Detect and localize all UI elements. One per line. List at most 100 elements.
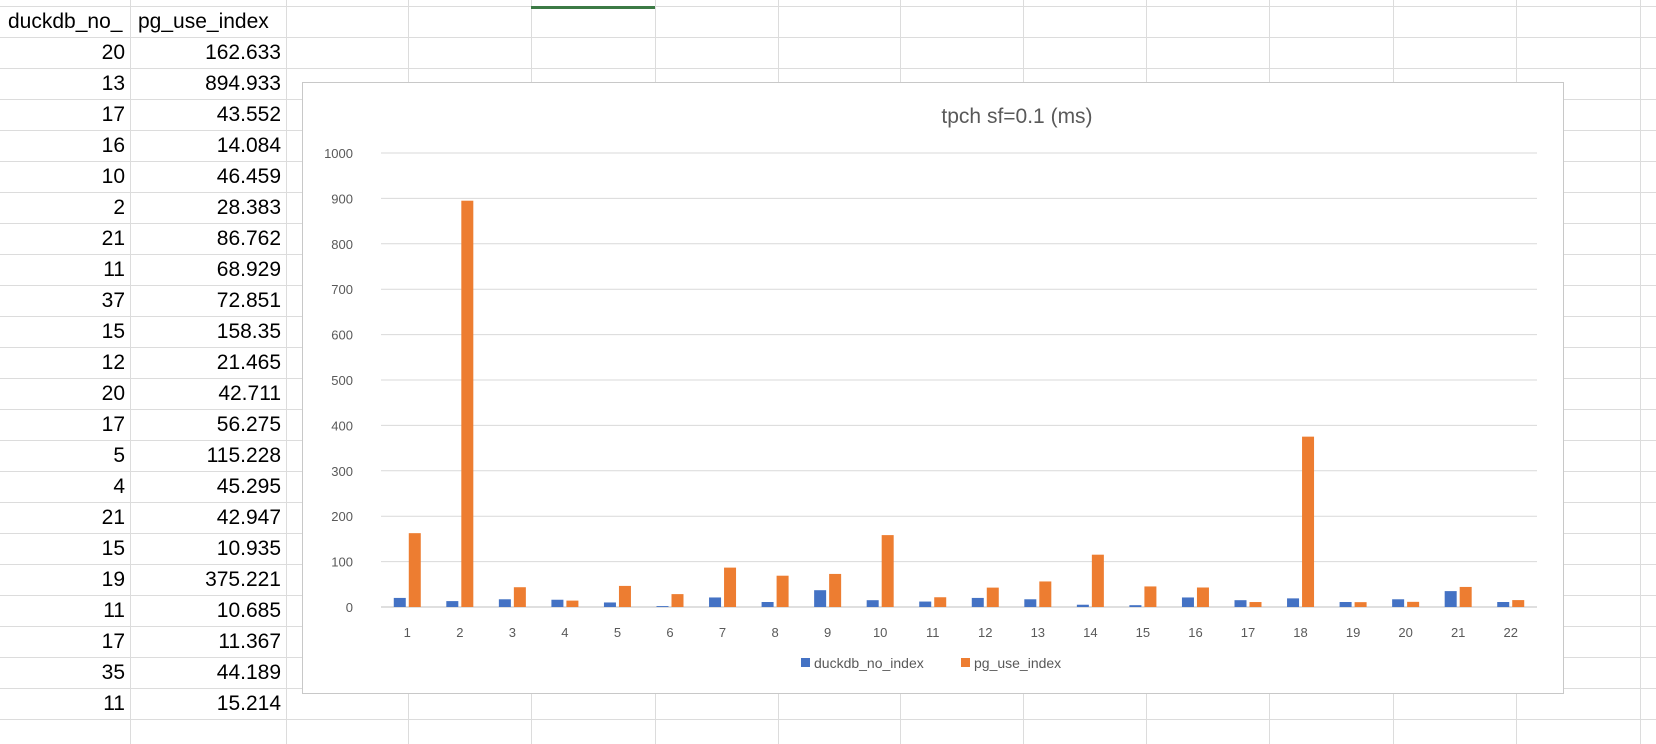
cell-pg-use-index[interactable]: 894.933 [205,72,281,95]
cell-pg-use-index[interactable]: 162.633 [205,41,281,64]
cell-pg-use-index[interactable]: 42.947 [216,506,281,529]
bar-pg-use-index [461,200,474,607]
legend-label: duckdb_no_index [814,655,924,671]
cell-pg-use-index[interactable]: 46.459 [216,165,281,188]
cell-duckdb[interactable]: 17 [101,413,125,436]
cell-pg-use-index[interactable]: 158.35 [216,320,281,343]
x-tick-label: 20 [1398,625,1412,640]
cell-duckdb[interactable]: 16 [101,134,125,157]
cell-duckdb[interactable]: 19 [101,568,125,591]
cell-pg-use-index[interactable]: 10.935 [216,537,281,560]
x-tick-label: 13 [1031,625,1045,640]
cell-pg-use-index[interactable]: 43.552 [216,103,281,126]
bar-duckdb-no-index [603,602,616,607]
bar-pg-use-index [1302,436,1315,607]
y-tick-label: 200 [331,509,353,524]
bar-pg-use-index [776,575,789,607]
cell-duckdb[interactable]: 4 [113,475,125,498]
cell-pg-use-index[interactable]: 375.221 [205,568,281,591]
cell-pg-use-index[interactable]: 44.189 [216,661,281,684]
bar-pg-use-index [881,535,894,607]
y-tick-label: 900 [331,191,353,206]
cell-duckdb[interactable]: 15 [101,537,125,560]
bar-duckdb-no-index [761,602,774,607]
bar-chart[interactable]: tpch sf=0.1 (ms) 0 100 200 300 400 500 600 700 8… [302,82,1564,694]
bar-pg-use-index [829,573,842,607]
y-tick-label: 500 [331,373,353,388]
chart-title: tpch sf=0.1 (ms) [941,105,1092,128]
x-tick-label: 7 [719,625,726,640]
cell-pg-use-index[interactable]: 68.929 [216,258,281,281]
x-tick-label: 19 [1346,625,1360,640]
cell-duckdb[interactable]: 17 [101,630,125,653]
cell-duckdb[interactable]: 11 [103,692,125,715]
cell-duckdb[interactable]: 21 [101,227,125,250]
cell-duckdb[interactable]: 15 [101,320,125,343]
bar-duckdb-no-index [551,599,564,607]
x-tick-label: 14 [1083,625,1097,640]
cell-pg-use-index[interactable]: 10.685 [216,599,281,622]
bar-duckdb-no-index [1497,602,1510,607]
cell-duckdb[interactable]: 2 [113,196,125,219]
y-tick-label: 600 [331,328,353,343]
cell-duckdb[interactable]: 37 [101,289,125,312]
header-duckdb[interactable]: duckdb_no_ [8,10,123,33]
header-pg-use-index[interactable]: pg_use_index [138,10,269,33]
bar-pg-use-index [724,567,737,607]
bar-pg-use-index [671,594,684,607]
bar-duckdb-no-index [1129,605,1142,607]
legend-swatch [801,658,810,667]
bar-pg-use-index [1459,586,1472,607]
x-tick-label: 2 [456,625,463,640]
x-tick-label: 12 [978,625,992,640]
x-tick-label: 16 [1188,625,1202,640]
cell-duckdb[interactable]: 5 [113,444,125,467]
cell-duckdb[interactable]: 17 [101,103,125,126]
cell-duckdb[interactable]: 21 [101,506,125,529]
cell-pg-use-index[interactable]: 42.711 [218,382,281,405]
x-tick-label: 9 [824,625,831,640]
cell-pg-use-index[interactable]: 21.465 [216,351,281,374]
cell-pg-use-index[interactable]: 86.762 [216,227,281,250]
y-tick-label: 0 [346,600,353,615]
selected-column-indicator [531,6,655,9]
cell-duckdb[interactable]: 35 [101,661,125,684]
cell-duckdb[interactable]: 20 [101,382,125,405]
cell-pg-use-index[interactable]: 28.383 [216,196,281,219]
cell-duckdb[interactable]: 12 [101,351,125,374]
bar-duckdb-no-index [498,599,511,607]
bar-duckdb-no-index [1287,598,1300,607]
y-tick-label: 400 [331,418,353,433]
bar-pg-use-index [986,587,999,607]
y-tick-label: 800 [331,237,353,252]
cell-duckdb[interactable]: 11 [103,599,125,622]
cell-duckdb[interactable]: 11 [103,258,125,281]
bar-duckdb-no-index [1076,604,1089,607]
bar-duckdb-no-index [866,600,879,607]
bar-duckdb-no-index [814,590,827,607]
bar-duckdb-no-index [393,597,406,607]
bar-duckdb-no-index [709,597,722,607]
cell-duckdb[interactable]: 13 [101,72,125,95]
cell-pg-use-index[interactable]: 15.214 [216,692,281,715]
cell-pg-use-index[interactable]: 14.084 [216,134,281,157]
cell-duckdb[interactable]: 10 [101,165,125,188]
x-tick-label: 11 [926,625,940,640]
x-tick-label: 21 [1451,625,1465,640]
x-tick-label: 22 [1503,625,1517,640]
bar-duckdb-no-index [1444,591,1457,607]
bar-pg-use-index [513,587,526,607]
cell-pg-use-index[interactable]: 11.367 [218,630,281,653]
bar-pg-use-index [408,533,421,607]
cell-pg-use-index[interactable]: 72.851 [216,289,281,312]
x-tick-label: 3 [509,625,516,640]
cell-pg-use-index[interactable]: 56.275 [216,413,281,436]
x-tick-label: 15 [1136,625,1150,640]
x-tick-label: 18 [1293,625,1307,640]
cell-duckdb[interactable]: 20 [101,41,125,64]
x-tick-label: 8 [771,625,778,640]
cell-pg-use-index[interactable]: 115.228 [206,444,281,467]
bar-duckdb-no-index [919,601,932,607]
x-tick-label: 17 [1241,625,1255,640]
cell-pg-use-index[interactable]: 45.295 [216,475,281,498]
